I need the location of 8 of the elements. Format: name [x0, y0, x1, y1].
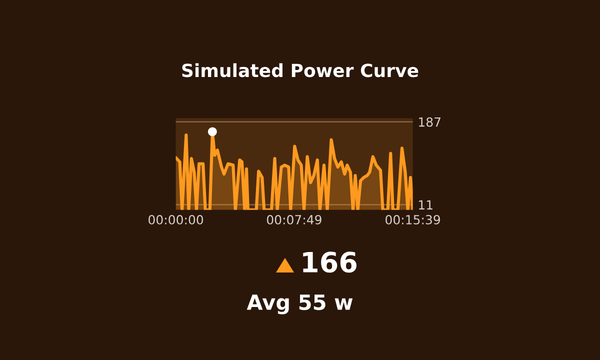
x-tick-label: 00:15:39 — [386, 214, 440, 224]
text: 166 — [303, 252, 356, 273]
y-tick-label: 187 — [419, 117, 440, 127]
x-tick-label: 00:00:00 — [148, 214, 204, 224]
text: Avg 55 w — [246, 294, 353, 314]
y-tick-label: 11 — [419, 200, 432, 210]
chart-title: Simulated Power Curve — [182, 63, 418, 78]
x-tick-label: 00:07:49 — [266, 214, 322, 224]
